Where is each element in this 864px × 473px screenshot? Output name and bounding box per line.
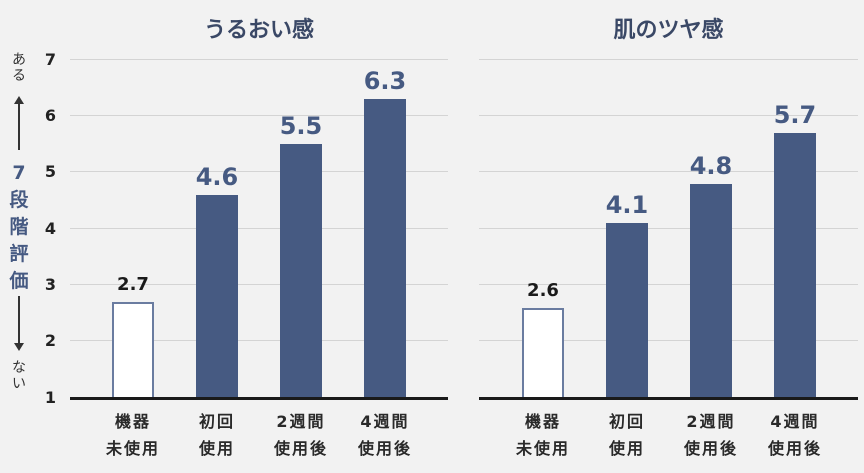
- value-label: 5.5: [279, 112, 323, 140]
- y-bottom-char: な: [12, 360, 26, 376]
- gridline: [479, 284, 858, 285]
- y-top-char: あ: [12, 52, 26, 68]
- value-label: 4.1: [605, 191, 649, 219]
- bar: [606, 223, 648, 399]
- x-label-line: 機器: [114, 412, 151, 431]
- y-tick: 5: [44, 162, 56, 181]
- x-label-line: 使用: [608, 439, 645, 458]
- y-title-char: 段: [9, 189, 29, 211]
- y-tick: 3: [44, 275, 56, 294]
- x-axis-baseline: [70, 397, 448, 400]
- x-category-label: 4週間 使用後: [753, 408, 837, 462]
- y-axis-top-label: あ る: [8, 52, 30, 84]
- y-bottom-char: い: [12, 376, 26, 392]
- gridline: [479, 171, 858, 172]
- gridline: [70, 284, 448, 285]
- gridline: [479, 340, 858, 341]
- x-label-line: 使用後: [357, 439, 412, 458]
- y-tick: 4: [44, 219, 56, 238]
- x-label-line: 2週間: [276, 412, 326, 431]
- gridline: [70, 115, 448, 116]
- y-tick: 6: [44, 106, 56, 125]
- bar: [280, 144, 322, 399]
- gridline: [70, 171, 448, 172]
- chart-title: 肌のツヤ感: [613, 18, 724, 43]
- bar: [522, 308, 564, 399]
- x-category-label: 初回 使用: [585, 408, 669, 462]
- y-tick: 7: [44, 50, 56, 69]
- y-title-char: 評: [9, 243, 29, 265]
- x-category-label: 4週間 使用後: [343, 408, 427, 462]
- x-label-line: 4週間: [770, 412, 820, 431]
- bar: [690, 184, 732, 399]
- x-category-label: 2週間 使用後: [669, 408, 753, 462]
- value-label: 2.6: [527, 280, 559, 301]
- bar: [196, 195, 238, 399]
- y-axis-title: 7 段 階 評 価: [6, 160, 32, 295]
- y-tick: 2: [44, 331, 56, 350]
- x-label-line: 4週間: [360, 412, 410, 431]
- bar: [774, 133, 816, 399]
- x-category-label: 2週間 使用後: [259, 408, 343, 462]
- gridline: [70, 340, 448, 341]
- value-label: 6.3: [363, 67, 407, 95]
- y-title-char: 価: [9, 270, 29, 292]
- value-label: 4.8: [689, 152, 733, 180]
- x-label-line: 使用後: [767, 439, 822, 458]
- value-label: 5.7: [773, 101, 817, 129]
- x-label-line: 使用後: [273, 439, 328, 458]
- y-title-char: 階: [9, 216, 29, 238]
- y-title-char: 7: [12, 162, 26, 184]
- gridline: [479, 115, 858, 116]
- x-label-line: 未使用: [105, 439, 160, 458]
- x-axis-baseline: [479, 397, 858, 400]
- y-tick: 1: [44, 388, 56, 407]
- x-label-line: 使用: [198, 439, 235, 458]
- x-category-label: 機器 未使用: [501, 408, 585, 462]
- gridline: [70, 59, 448, 60]
- x-label-line: 2週間: [686, 412, 736, 431]
- x-category-label: 初回 使用: [175, 408, 259, 462]
- gridline: [479, 228, 858, 229]
- gridline: [70, 228, 448, 229]
- down-arrowhead-icon: [14, 343, 24, 351]
- x-label-line: 未使用: [515, 439, 570, 458]
- down-arrow-icon: [18, 296, 20, 344]
- gridline: [479, 59, 858, 60]
- x-label-line: 機器: [524, 412, 561, 431]
- up-arrowhead-icon: [14, 96, 24, 104]
- x-label-line: 使用後: [683, 439, 738, 458]
- x-label-line: 初回: [198, 412, 235, 431]
- y-top-char: る: [12, 68, 26, 84]
- x-category-label: 機器 未使用: [91, 408, 175, 462]
- y-axis-bottom-label: な い: [8, 360, 30, 392]
- value-label: 4.6: [195, 163, 239, 191]
- up-arrow-icon: [18, 100, 20, 150]
- bar: [112, 302, 154, 399]
- bar: [364, 99, 406, 399]
- x-label-line: 初回: [608, 412, 645, 431]
- chart-title: うるおい感: [203, 18, 314, 43]
- value-label: 2.7: [117, 274, 149, 295]
